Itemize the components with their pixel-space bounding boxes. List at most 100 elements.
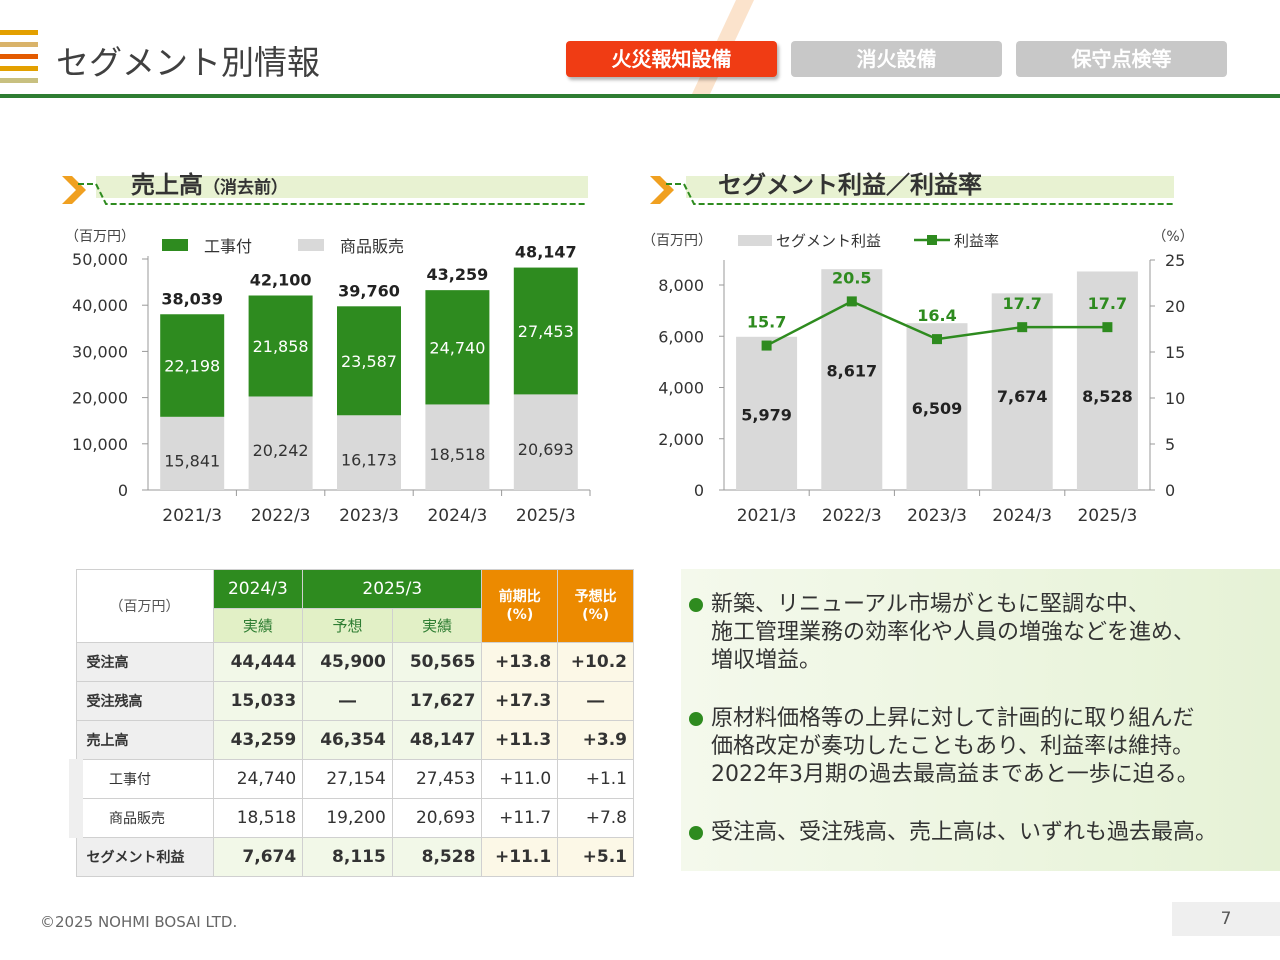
comment-bullet: 受注高、受注残高、売上高は、いずれも過去最高。: [689, 819, 1274, 847]
sales-x-tick-label: 2025/3: [516, 506, 576, 526]
header-divider: [0, 94, 1280, 98]
logo-stripes: [0, 30, 38, 86]
margin-point: [1102, 322, 1113, 333]
forecast-header-label: 予想比: [574, 589, 617, 605]
bullet-dot-icon: [689, 598, 703, 612]
table-row: 工事付 24,740 27,154 27,453 +11.0 +1.1: [68, 759, 634, 799]
sales-bar-product: [337, 415, 401, 490]
sales-x-tick-label: 2021/3: [162, 506, 222, 526]
comment-text: 原材料価格等の上昇に対して計画的に取り組んだ 価格改定が奏功したこともあり、利益率…: [711, 705, 1274, 789]
sales-bar-construction: [337, 306, 401, 416]
profit-bar: [1076, 271, 1138, 490]
segment-table: （百万円） 2024/3 2025/3 前期比 (%) 予想比 (%) 実績 予…: [68, 569, 634, 877]
legend-profit-label: セグメント利益: [776, 232, 881, 250]
comment-line: 原材料価格等の上昇に対して計画的に取り組んだ: [711, 706, 1195, 731]
profit-y-right-tick-label: 0: [1165, 481, 1175, 500]
table-cell: 19,200: [302, 798, 393, 838]
profit-y-right-tick-label: 15: [1165, 343, 1185, 362]
margin-point: [1017, 322, 1028, 333]
sales-label-construction: 27,453: [518, 322, 574, 341]
sales-label-construction: 23,587: [341, 352, 397, 371]
margin-point-label: 16.4: [917, 306, 956, 325]
table-cell: 8,115: [302, 837, 393, 877]
comments-panel: 新築、リニューアル市場がともに堅調な中、施工管理業務の効率化や人員の増強などを進…: [681, 569, 1280, 871]
profit-y-right-tick-label: 25: [1165, 251, 1185, 270]
bullet-dot-icon: [689, 712, 703, 726]
sales-bar-product: [160, 416, 225, 490]
sales-label-construction: 22,198: [164, 357, 220, 376]
margin-point: [846, 296, 857, 307]
table-unit: （百万円）: [75, 569, 214, 643]
comment-bullet: 原材料価格等の上昇に対して計画的に取り組んだ 価格改定が奏功したこともあり、利益率…: [689, 705, 1274, 789]
margin-point-label: 17.7: [1088, 294, 1127, 313]
table-cell: +13.8: [481, 642, 559, 682]
profit-y-right-unit: （%）: [1152, 229, 1193, 245]
legend-construction-label: 工事付: [204, 237, 252, 256]
table-cell: +1.1: [557, 759, 634, 799]
profit-bar-label: 7,674: [997, 387, 1048, 406]
profit-bar: [736, 336, 798, 490]
comment-line: 価格改定が奏功したこともあり、利益率は維持。: [711, 734, 1195, 759]
sales-y-unit: （百万円）: [65, 229, 135, 245]
sales-label-total: 43,259: [427, 265, 489, 284]
table-cell: 44,444: [212, 642, 304, 682]
comment-text: 受注高、受注残高、売上高は、いずれも過去最高。: [711, 819, 1274, 847]
table-row-label: 受注残高: [75, 681, 214, 721]
legend-product-label: 商品販売: [340, 237, 404, 256]
comment-line: 施工管理業務の効率化や人員の増強などを進め、: [711, 620, 1196, 645]
table-cell: +11.1: [481, 837, 559, 877]
table-cell: +11.7: [481, 798, 559, 838]
table-cell: ―: [557, 681, 634, 721]
profit-y-right-tick-label: 10: [1165, 389, 1185, 408]
legend-margin-label: 利益率: [954, 232, 999, 250]
sales-x-tick-label: 2024/3: [427, 506, 487, 526]
margin-point: [932, 334, 942, 345]
table-subheader-actual-2025: 実績: [391, 608, 483, 643]
sales-label-total: 48,147: [515, 243, 577, 262]
profit-bar-label: 8,617: [826, 361, 877, 380]
profit-y-unit: （百万円）: [642, 233, 712, 249]
sales-chart: （百万円） 0 10,000 20,000 30,000 40,000 50,000 15,8…: [65, 229, 591, 526]
table-cell: +11.3: [481, 720, 559, 760]
table-subheader-forecast-2025: 予想: [302, 608, 393, 643]
sales-label-construction: 24,740: [429, 338, 485, 357]
sales-y-tick-label: 40,000: [72, 296, 128, 315]
sales-bar-construction: [160, 314, 225, 417]
table-cell: 8,528: [391, 837, 483, 877]
legend-construction-swatch: [162, 239, 188, 251]
yoy-header-label: 前期比: [498, 589, 541, 605]
comment-line: 新築、リニューアル市場がともに堅調な中、: [711, 592, 1150, 617]
tab-fire-alarm[interactable]: 火災報知設備: [566, 41, 777, 77]
margin-point-label: 15.7: [747, 313, 786, 332]
table-cell: +10.2: [557, 642, 634, 682]
table-cell: 17,627: [391, 681, 483, 721]
profit-x-tick-label: 2023/3: [907, 506, 967, 526]
table-row-label: 受注高: [75, 642, 214, 682]
table-cell: 48,147: [391, 720, 483, 760]
table-cell: +11.0: [481, 759, 559, 799]
sales-label-total: 42,100: [250, 270, 312, 289]
tab-maintenance[interactable]: 保守点検等: [1016, 41, 1227, 77]
tab-fire-extinguishing[interactable]: 消火設備: [791, 41, 1002, 77]
sales-y-tick-label: 50,000: [72, 250, 128, 269]
sales-heading-subtitle: （消去前）: [203, 178, 288, 198]
margin-point-label: 20.5: [832, 268, 871, 287]
profit-heading-title: セグメント利益／利益率: [718, 171, 982, 199]
comment-line: 2022年3月期の過去最高益まであと一歩に迫る。: [711, 762, 1199, 787]
sales-label-product: 18,518: [429, 445, 485, 464]
profit-x-tick-label: 2024/3: [992, 506, 1052, 526]
comment-line: 受注高、受注残高、売上高は、いずれも過去最高。: [711, 820, 1218, 845]
sales-label-product: 16,173: [341, 451, 397, 470]
sales-x-tick-label: 2023/3: [339, 506, 399, 526]
sales-bar-construction: [248, 295, 313, 397]
sales-heading-title: 売上高: [131, 171, 203, 199]
profit-x-tick-label: 2022/3: [822, 506, 882, 526]
legend-margin-marker: [927, 235, 937, 245]
profit-y-tick-label: 0: [694, 481, 704, 500]
comment-line: 増収増益。: [711, 648, 822, 673]
table-cell: +5.1: [557, 837, 634, 877]
table-cell: 27,453: [391, 759, 483, 799]
sales-y-tick-label: 30,000: [72, 342, 128, 361]
table-row-label: セグメント利益: [75, 837, 214, 877]
table-cell: 50,565: [391, 642, 483, 682]
